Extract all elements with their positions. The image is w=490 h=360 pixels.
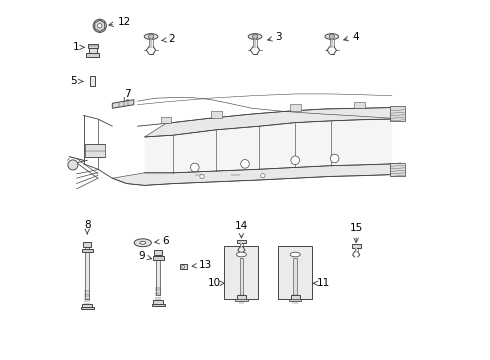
Text: 14: 14 (235, 221, 248, 231)
Bar (90, 76, 95, 86)
Bar (83, 242, 91, 247)
Bar (224, 246, 258, 299)
Bar (390, 107, 405, 121)
Text: 9: 9 (138, 251, 152, 261)
Bar (81, 307, 94, 310)
Bar (152, 304, 165, 306)
Bar (85, 242, 89, 299)
Bar (390, 163, 405, 176)
Bar (82, 249, 93, 252)
Circle shape (191, 163, 199, 172)
Ellipse shape (290, 252, 300, 257)
Text: 8: 8 (84, 220, 91, 230)
Bar (180, 264, 187, 269)
Polygon shape (112, 164, 392, 185)
Polygon shape (145, 108, 392, 137)
Text: 7: 7 (124, 89, 131, 99)
Circle shape (252, 34, 258, 39)
Bar (240, 258, 243, 295)
Bar (291, 296, 300, 300)
Text: 10: 10 (208, 278, 224, 288)
Bar (290, 104, 300, 111)
Text: 6: 6 (155, 236, 169, 246)
Text: 11: 11 (314, 278, 330, 288)
Bar (88, 44, 98, 48)
Bar (82, 304, 92, 308)
Text: 2: 2 (162, 35, 174, 44)
Circle shape (261, 174, 265, 178)
Polygon shape (95, 20, 105, 32)
Circle shape (330, 154, 339, 163)
Text: 5: 5 (71, 76, 83, 86)
Circle shape (182, 265, 185, 268)
Text: 13: 13 (192, 260, 212, 270)
Text: 12: 12 (109, 17, 131, 27)
Circle shape (329, 34, 334, 39)
Bar (154, 249, 162, 255)
Bar (237, 239, 246, 243)
Bar (211, 111, 221, 118)
Bar (278, 246, 312, 299)
Bar (294, 258, 297, 295)
Bar (237, 296, 246, 300)
Ellipse shape (236, 252, 246, 257)
Ellipse shape (248, 34, 262, 40)
Circle shape (291, 156, 299, 165)
Polygon shape (112, 100, 134, 108)
Ellipse shape (140, 241, 146, 244)
Bar (85, 144, 105, 157)
Bar (289, 299, 301, 301)
Text: 3: 3 (268, 32, 282, 42)
Circle shape (200, 174, 204, 179)
Bar (89, 48, 97, 54)
Circle shape (93, 19, 106, 32)
Circle shape (68, 160, 78, 170)
Polygon shape (145, 119, 392, 173)
Text: 4: 4 (343, 32, 359, 41)
Bar (156, 249, 160, 295)
Circle shape (98, 24, 102, 28)
Ellipse shape (134, 239, 151, 247)
Bar (153, 300, 163, 305)
Bar (351, 244, 361, 248)
Bar (235, 299, 247, 301)
Bar (87, 53, 98, 57)
Circle shape (148, 34, 153, 39)
Bar (354, 102, 365, 108)
Bar (153, 256, 164, 260)
Ellipse shape (144, 34, 158, 40)
Circle shape (241, 159, 249, 168)
Text: 1: 1 (73, 42, 85, 52)
Text: 15: 15 (349, 223, 363, 233)
Ellipse shape (325, 34, 339, 40)
Bar (161, 117, 171, 123)
